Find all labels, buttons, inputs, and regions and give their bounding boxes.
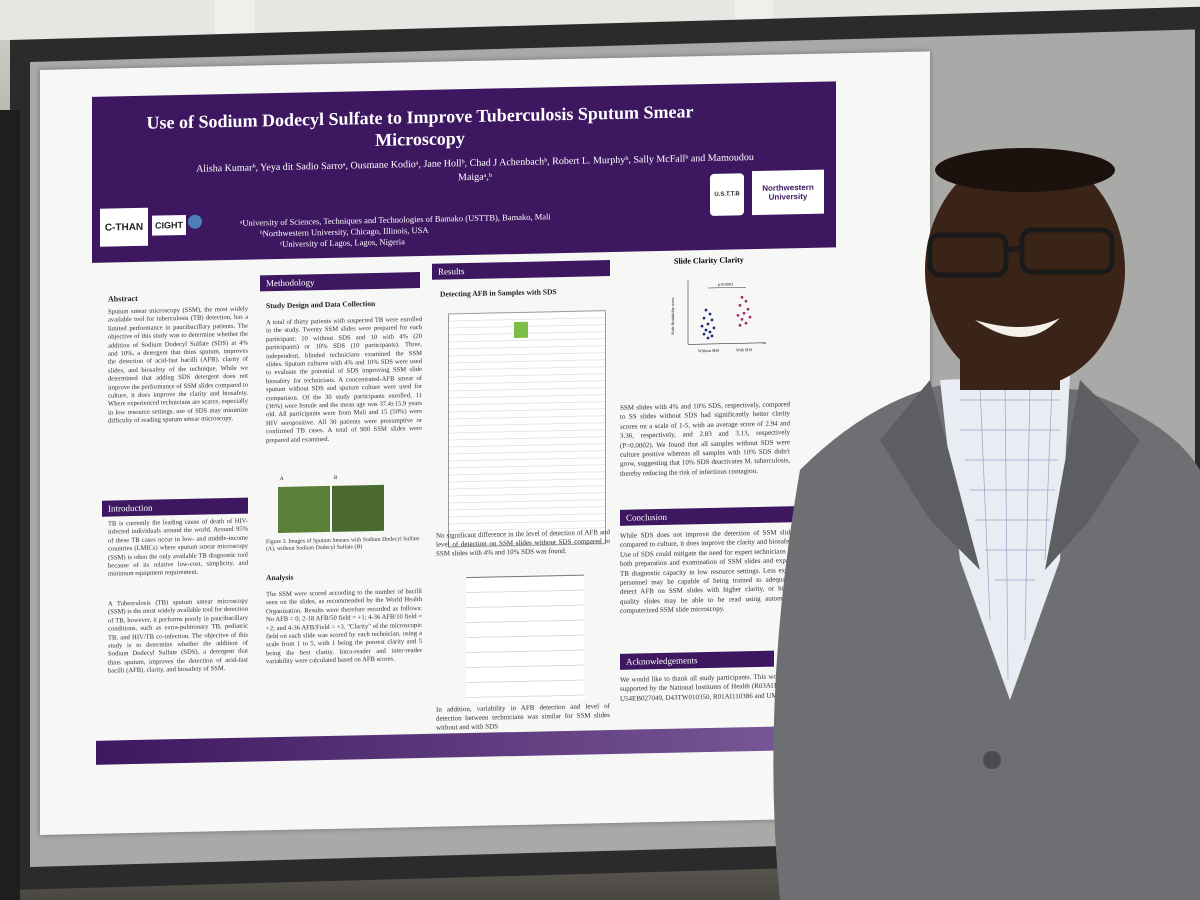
clarity-plot-heading: Slide Clarity Clarity bbox=[674, 255, 744, 266]
analysis-heading: Analysis bbox=[266, 572, 294, 583]
figure-label: A bbox=[280, 476, 284, 482]
jacket-button bbox=[983, 751, 1001, 769]
afb-detection-table bbox=[448, 310, 606, 548]
results-heading: Results bbox=[432, 260, 610, 280]
abstract-text: Sputum smear microscopy (SSM), the most … bbox=[108, 305, 248, 425]
results-text: No significant difference in the level o… bbox=[436, 528, 610, 558]
methodology-heading: Methodology bbox=[260, 272, 420, 292]
variability-table bbox=[466, 574, 584, 703]
acknowledgements-heading: Acknowledgements bbox=[620, 650, 774, 670]
plot-group-label: With SDS bbox=[736, 347, 752, 352]
cthan-logo: C-THAN bbox=[100, 207, 148, 247]
sputum-smear-image-b bbox=[332, 484, 384, 532]
cight-logo: CIGHT bbox=[152, 214, 186, 236]
study-design-heading: Study Design and Data Collection bbox=[266, 298, 376, 311]
presenter-person bbox=[773, 148, 1200, 900]
introduction-text: TB is currently the leading cause of dea… bbox=[108, 517, 248, 579]
jacket-lapel bbox=[880, 380, 980, 570]
plot-ylabel: Slide Readability score bbox=[670, 297, 675, 334]
adjacent-board bbox=[0, 110, 20, 900]
research-poster: Use of Sodium Dodecyl Sulfate to Improve… bbox=[40, 51, 930, 835]
results-subheading: Detecting AFB in Samples with SDS bbox=[440, 287, 557, 299]
methodology-text: A total of thirty patients with suspecte… bbox=[266, 315, 422, 444]
eyeglasses-icon bbox=[927, 227, 1115, 278]
analysis-text: The SSM were scored according to the num… bbox=[266, 587, 422, 666]
abstract-heading: Abstract bbox=[108, 293, 138, 304]
figure-label: B bbox=[334, 475, 338, 481]
checkered-shirt bbox=[940, 375, 1070, 700]
results-text: In addition, variability in AFB detectio… bbox=[436, 702, 610, 732]
table-highlight-cell bbox=[514, 321, 528, 339]
sputum-smear-image-a bbox=[278, 485, 330, 534]
introduction-text: A Tuberculosis (TB) sputum smear microsc… bbox=[108, 597, 248, 675]
jacket-lapel bbox=[1045, 380, 1140, 570]
figure-caption: Figure 3. Images of Sputum Smears with S… bbox=[266, 536, 420, 553]
smile bbox=[975, 318, 1060, 338]
plot-pvalue: p<0.0002 bbox=[718, 281, 733, 286]
plot-group-label: Without SDS bbox=[698, 348, 719, 353]
clarity-scatter-plot: Slide Readability score p<0.0002 Without… bbox=[670, 280, 766, 353]
plot-points-without-sds bbox=[700, 308, 716, 340]
hair bbox=[935, 148, 1115, 192]
plot-points-with-sds bbox=[736, 295, 752, 327]
usttb-logo: U.S.T.T.B bbox=[710, 173, 744, 216]
introduction-heading: Introduction bbox=[102, 497, 248, 517]
shirt-pattern bbox=[960, 384, 1060, 681]
